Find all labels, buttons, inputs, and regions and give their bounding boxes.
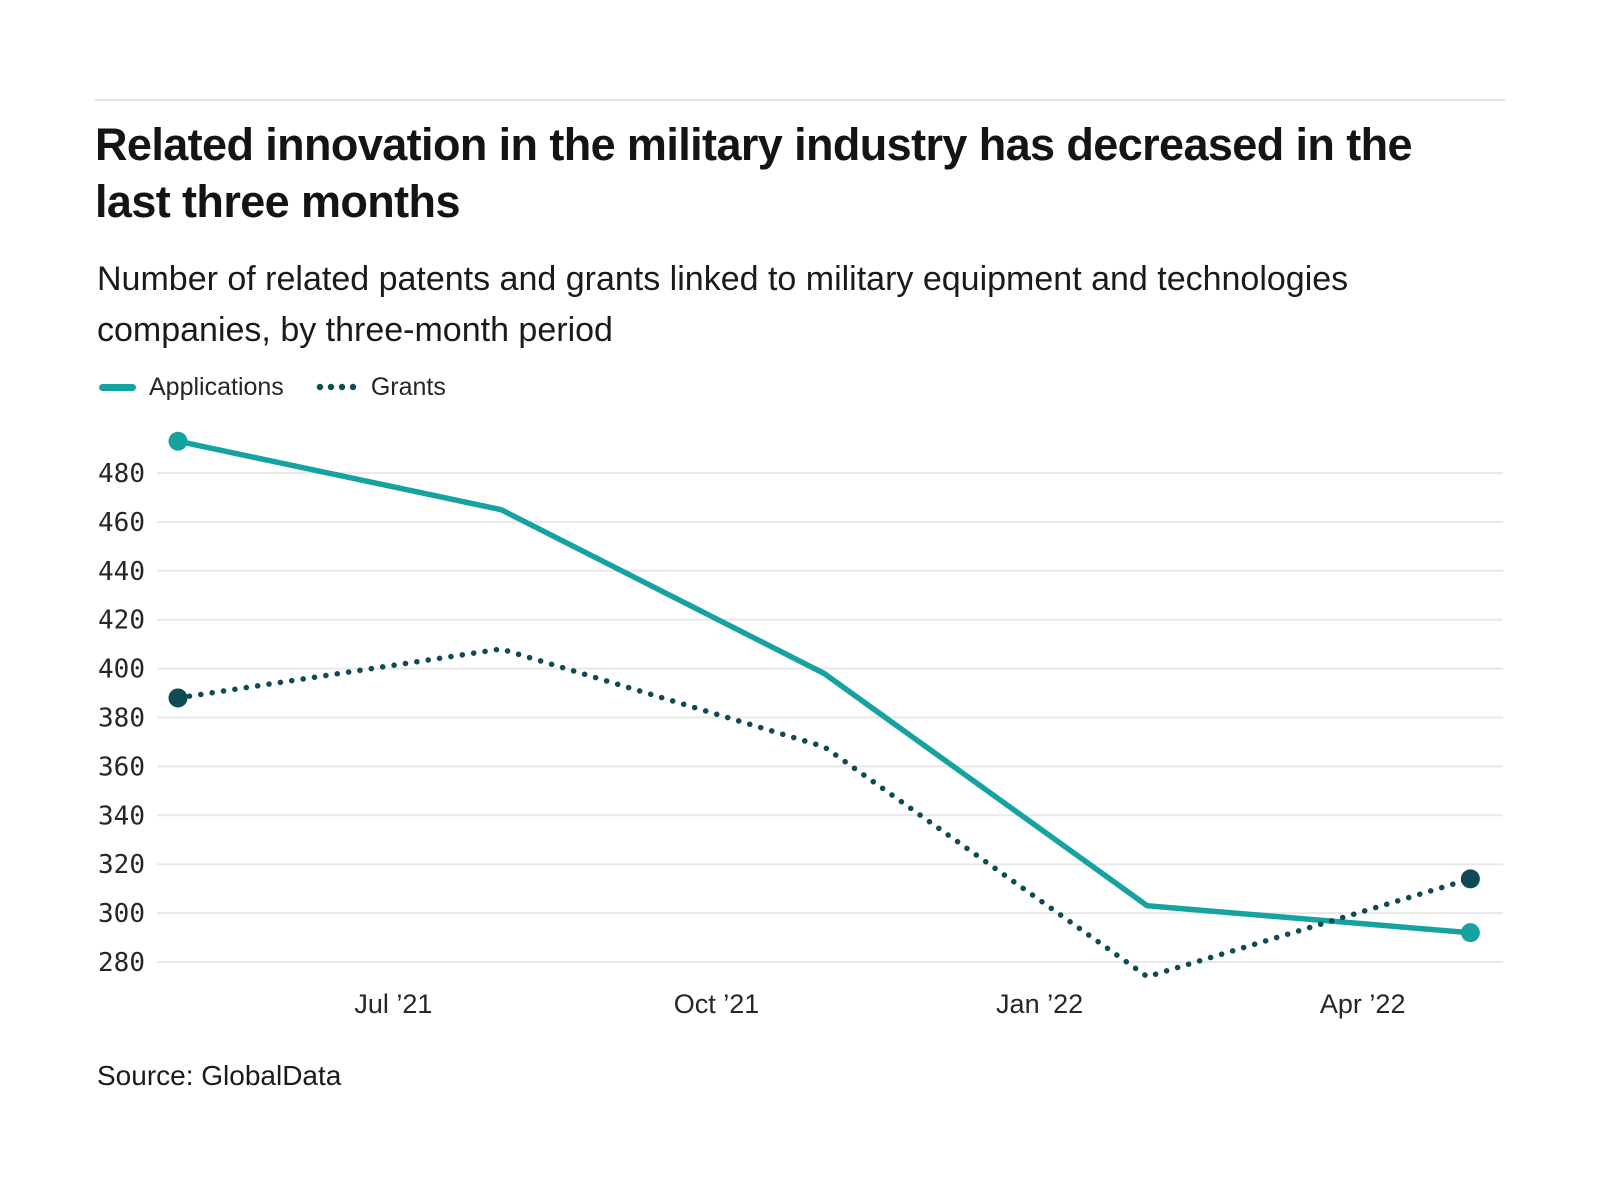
x-tick-label-1: Jul ’21 (354, 989, 432, 1019)
y-tick-label-420: 420 (98, 606, 145, 636)
grants-swatch-dot (338, 383, 346, 391)
grants-dotted-swatch (316, 383, 357, 391)
legend-label-applications: Applications (149, 372, 284, 401)
endpoint-dot-grants-last (1460, 869, 1480, 889)
line-chart-svg: 280 300 320 340 360 380 400 420 440 460 480 Jul ’21… (98, 431, 1503, 1019)
grants-swatch-dot (316, 383, 324, 391)
y-tick-label-400: 400 (98, 655, 145, 685)
chart-title: Related innovation in the military indus… (95, 119, 1413, 228)
x-tick-label-2: Oct ’21 (674, 989, 760, 1019)
source-note: Source: GlobalData (97, 1060, 342, 1091)
legend-item-grants: Grants (316, 373, 446, 402)
y-tick-label-320: 320 (98, 850, 145, 880)
y-tick-label-300: 300 (98, 899, 145, 929)
chart-subtitle: Number of related patents and grants lin… (97, 260, 1349, 349)
y-tick-label-360: 360 (98, 752, 145, 782)
y-tick-label-440: 440 (98, 557, 145, 587)
legend: Applications Grants (99, 370, 446, 404)
endpoint-dot-applications-last (1460, 923, 1480, 943)
top-divider (95, 99, 1505, 101)
legend-label-grants: Grants (370, 372, 446, 401)
y-tick-label-460: 460 (98, 508, 145, 538)
applications-line-swatch (99, 383, 136, 391)
x-tick-label-4: Apr ’22 (1320, 989, 1406, 1019)
y-tick-label-380: 380 (98, 704, 145, 734)
y-tick-label-340: 340 (98, 801, 145, 831)
y-tick-label-480: 480 (98, 459, 145, 489)
series-line-applications (175, 438, 1474, 936)
grants-swatch-dot (349, 383, 357, 391)
endpoint-dot-applications-first (168, 431, 188, 451)
y-tick-label-280: 280 (98, 948, 145, 978)
grants-swatch-dot (327, 383, 335, 391)
x-tick-label-3: Jan ’22 (996, 989, 1083, 1019)
legend-item-applications: Applications (99, 373, 284, 402)
series-line-grants (175, 646, 1474, 980)
endpoint-dot-grants-first (168, 688, 188, 708)
line-chart: 280 300 320 340 360 380 400 420 440 460 480 Jul ’21… (95, 400, 1507, 1040)
